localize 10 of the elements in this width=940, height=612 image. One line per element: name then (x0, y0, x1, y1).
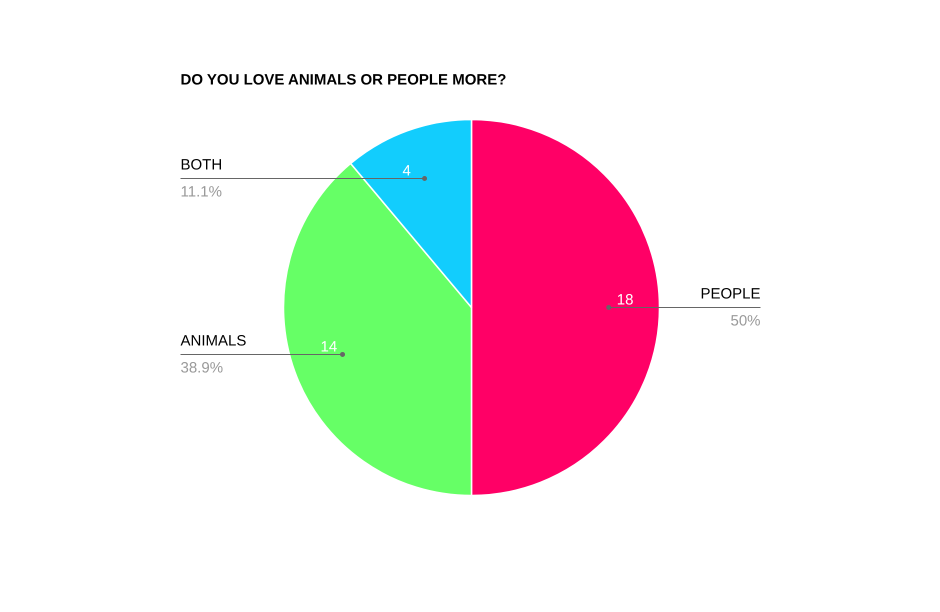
slice-label: ANIMALS (180, 332, 246, 350)
slice-label: PEOPLE (700, 286, 760, 302)
text: 11.1% (180, 184, 222, 201)
slice-label: BOTH (180, 156, 222, 174)
data-label: 4 (402, 162, 411, 180)
data-label: 18 (616, 292, 634, 308)
text: 38.9% (180, 359, 224, 376)
data-label: 14 (320, 338, 338, 356)
text: 50% (730, 312, 761, 330)
chart-title: DO YOU LOVE ANIMALS OR PEOPLE MORE? (180, 72, 506, 88)
